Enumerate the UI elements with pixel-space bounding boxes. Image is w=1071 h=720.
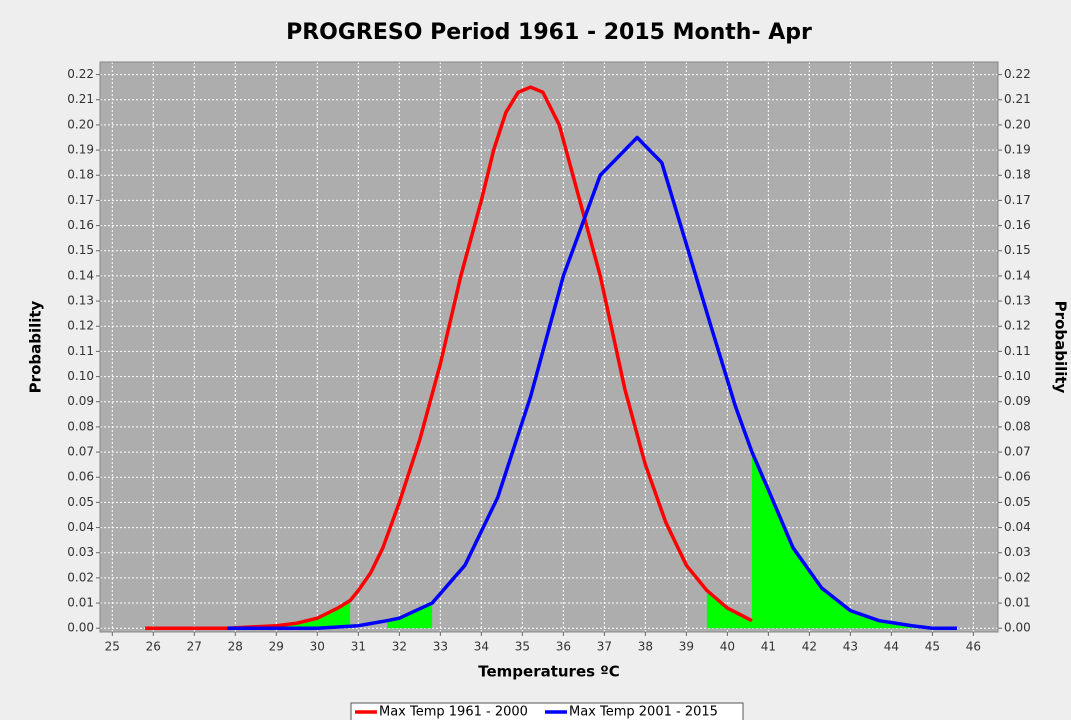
x-tick-label: 45 [925, 640, 940, 654]
x-tick-label: 43 [843, 640, 858, 654]
y-tick-label: 0.20 [67, 117, 94, 131]
y2-tick-label: 0.00 [1004, 621, 1031, 635]
x-tick-label: 37 [597, 640, 612, 654]
legend-label: Max Temp 1961 - 2000 [379, 705, 528, 720]
x-tick-label: 41 [761, 640, 776, 654]
y2-tick-label: 0.13 [1004, 294, 1031, 308]
y-tick-label: 0.12 [67, 319, 94, 333]
x-tick-label: 29 [269, 640, 284, 654]
y2-tick-label: 0.16 [1004, 218, 1031, 232]
y-tick-label: 0.00 [67, 621, 94, 635]
x-tick-label: 38 [638, 640, 653, 654]
y2-tick-label: 0.08 [1004, 419, 1031, 433]
y-tick-label: 0.02 [67, 570, 94, 584]
y2-tick-label: 0.20 [1004, 117, 1031, 131]
y2-tick-label: 0.15 [1004, 243, 1031, 257]
y-tick-label: 0.19 [67, 143, 94, 157]
x-tick-label: 34 [474, 640, 489, 654]
y2-axis-label: Probability [1052, 301, 1070, 394]
y-tick-label: 0.15 [67, 243, 94, 257]
x-tick-label: 36 [556, 640, 571, 654]
y2-tick-label: 0.11 [1004, 344, 1031, 358]
line [145, 85, 753, 630]
line [227, 135, 957, 630]
y-tick-label: 0.07 [67, 445, 94, 459]
x-tick-label: 40 [720, 640, 735, 654]
x-tick-label: 28 [228, 640, 243, 654]
y-tick-label: 0.16 [67, 218, 94, 232]
y2-tick-label: 0.12 [1004, 319, 1031, 333]
y-tick-label: 0.04 [67, 520, 94, 534]
y2-tick-label: 0.01 [1004, 596, 1031, 610]
x-tick-label: 46 [966, 640, 981, 654]
x-tick-label: 31 [351, 640, 366, 654]
y-axis-label: Probability [27, 300, 45, 393]
x-axis-label: Temperatures ºC [478, 663, 620, 681]
y-tick-label: 0.06 [67, 470, 94, 484]
y2-tick-label: 0.19 [1004, 143, 1031, 157]
y-tick-label: 0.13 [67, 294, 94, 308]
y2-tick-label: 0.17 [1004, 193, 1031, 207]
y-tick-label: 0.01 [67, 596, 94, 610]
x-tick-label: 26 [146, 640, 161, 654]
x-tick-label: 44 [884, 640, 899, 654]
shaded-area [145, 600, 351, 629]
y-tick-label: 0.03 [67, 545, 94, 559]
y2-tick-label: 0.02 [1004, 570, 1031, 584]
x-tick-label: 32 [392, 640, 407, 654]
y2-tick-label: 0.05 [1004, 495, 1031, 509]
x-tick-label: 30 [310, 640, 325, 654]
y-tick-label: 0.09 [67, 394, 94, 408]
x-tick-label: 42 [802, 640, 817, 654]
shaded-area [751, 452, 957, 629]
y-tick-label: 0.17 [67, 193, 94, 207]
legend-label: Max Temp 2001 - 2015 [569, 705, 718, 720]
y2-tick-label: 0.10 [1004, 369, 1031, 383]
plot-border [99, 61, 999, 633]
x-tick-label: 39 [679, 640, 694, 654]
y2-tick-label: 0.06 [1004, 470, 1031, 484]
y-tick-label: 0.18 [67, 168, 94, 182]
y-tick-label: 0.11 [67, 344, 94, 358]
x-tick-label: 33 [433, 640, 448, 654]
x-tick-label: 35 [515, 640, 530, 654]
y-tick-label: 0.05 [67, 495, 94, 509]
y2-tick-label: 0.07 [1004, 445, 1031, 459]
y-tick-label: 0.22 [67, 67, 94, 81]
x-tick-label: 27 [187, 640, 202, 654]
y2-tick-label: 0.14 [1004, 268, 1031, 282]
y-tick-label: 0.14 [67, 268, 94, 282]
y2-tick-label: 0.04 [1004, 520, 1031, 534]
y2-tick-label: 0.21 [1004, 92, 1031, 106]
y-tick-label: 0.21 [67, 92, 94, 106]
y2-tick-label: 0.18 [1004, 168, 1031, 182]
plot-area [100, 62, 998, 632]
y2-tick-label: 0.03 [1004, 545, 1031, 559]
chart-title: PROGRESO Period 1961 - 2015 Month- Apr [286, 20, 812, 45]
y2-tick-label: 0.22 [1004, 67, 1031, 81]
y-tick-label: 0.10 [67, 369, 94, 383]
x-tick-label: 25 [105, 640, 120, 654]
y2-tick-label: 0.09 [1004, 394, 1031, 408]
y-tick-label: 0.08 [67, 419, 94, 433]
